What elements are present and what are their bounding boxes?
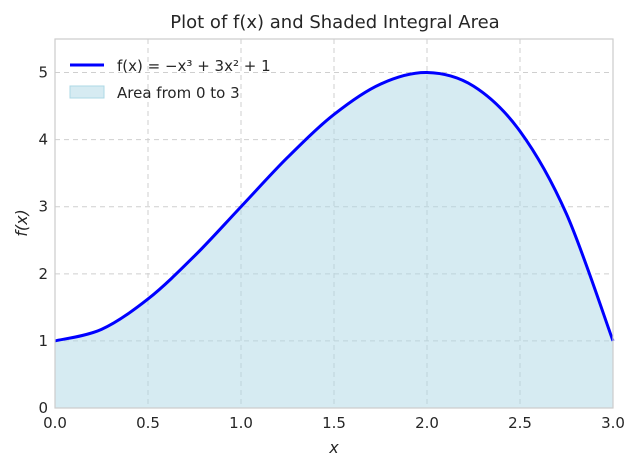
y-tick-label: 5 [38, 64, 48, 82]
function-curve [54, 71, 615, 343]
x-tick-label: 0.0 [43, 414, 67, 432]
y-axis-label: f(x) [12, 209, 31, 237]
legend-entry-function: f(x) = −x³ + 3x² + 1 [117, 57, 271, 75]
plot-frame [54, 38, 614, 409]
legend-area-swatch [69, 85, 105, 99]
y-tick-labels: 0 1 2 3 4 5 [38, 64, 48, 417]
x-tick-label: 2.0 [415, 414, 439, 432]
x-tick-label: 3.0 [601, 414, 625, 432]
y-tick-label: 0 [38, 399, 48, 417]
x-axis-label: x [328, 438, 339, 457]
chart-title: Plot of f(x) and Shaded Integral Area [170, 12, 499, 33]
x-tick-labels: 0.0 0.5 1.0 1.5 2.0 2.5 3.0 [43, 414, 625, 432]
legend: f(x) = −x³ + 3x² + 1 Area from 0 to 3 [69, 57, 271, 102]
x-tick-label: 0.5 [136, 414, 160, 432]
legend-entry-area: Area from 0 to 3 [117, 84, 240, 102]
y-tick-label: 4 [38, 131, 48, 149]
x-tick-label: 2.5 [508, 414, 532, 432]
x-tick-label: 1.0 [229, 414, 253, 432]
x-tick-label: 1.5 [322, 414, 346, 432]
integral-area-fill [55, 72, 613, 408]
y-tick-label: 2 [38, 265, 48, 283]
y-tick-label: 1 [38, 332, 48, 350]
y-tick-label: 3 [38, 198, 48, 216]
